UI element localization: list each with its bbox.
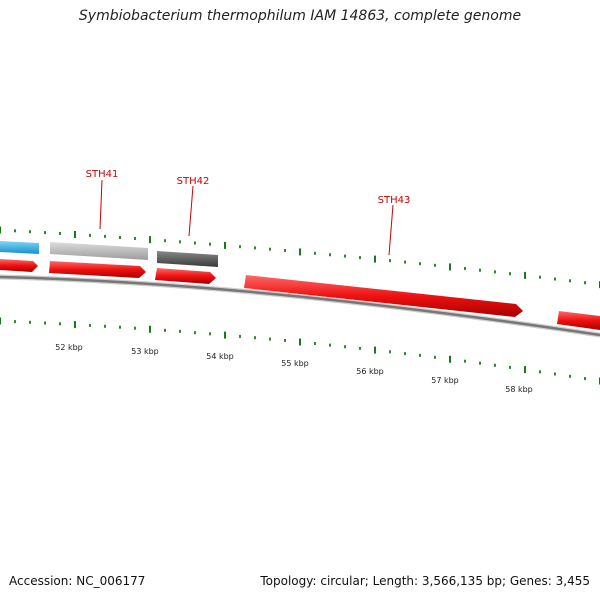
accession-text: Accession: NC_006177	[9, 574, 146, 588]
label-leader-line	[99, 179, 103, 230]
tick-label: 56 kbp	[356, 367, 384, 376]
tick-label: 58 kbp	[505, 385, 533, 394]
tick-label: 53 kbp	[131, 347, 159, 356]
gene-arrow	[244, 275, 523, 317]
gene-arrow	[155, 268, 216, 284]
inner-tick-ring	[0, 317, 600, 385]
gene-arrow	[49, 261, 146, 278]
gene-label-sth43: STH43	[378, 195, 411, 206]
cyan-feature-bar	[0, 241, 39, 254]
label-leader-line	[188, 185, 194, 237]
tick-label: 52 kbp	[55, 343, 83, 352]
tick-label: 54 kbp	[206, 352, 234, 361]
outer-tick-ring	[0, 226, 600, 289]
gene-track	[0, 259, 600, 330]
tick-label: 57 kbp	[431, 376, 459, 385]
gene-arrow	[557, 311, 600, 330]
light-gray-feature-bar	[50, 242, 148, 260]
gene-label-sth41: STH41	[86, 169, 119, 180]
genome-backbone-core	[0, 275, 600, 337]
gene-arrow	[0, 259, 38, 272]
genome-summary-text: Topology: circular; Length: 3,566,135 bp…	[260, 574, 590, 588]
dark-gray-feature-bar	[157, 251, 218, 267]
feature-track	[0, 241, 218, 267]
label-leader-line	[388, 204, 394, 256]
gene-label-sth42: STH42	[177, 176, 210, 187]
tick-label: 55 kbp	[281, 359, 309, 368]
genome-title: Symbiobacterium thermophilum IAM 14863, …	[78, 8, 522, 24]
